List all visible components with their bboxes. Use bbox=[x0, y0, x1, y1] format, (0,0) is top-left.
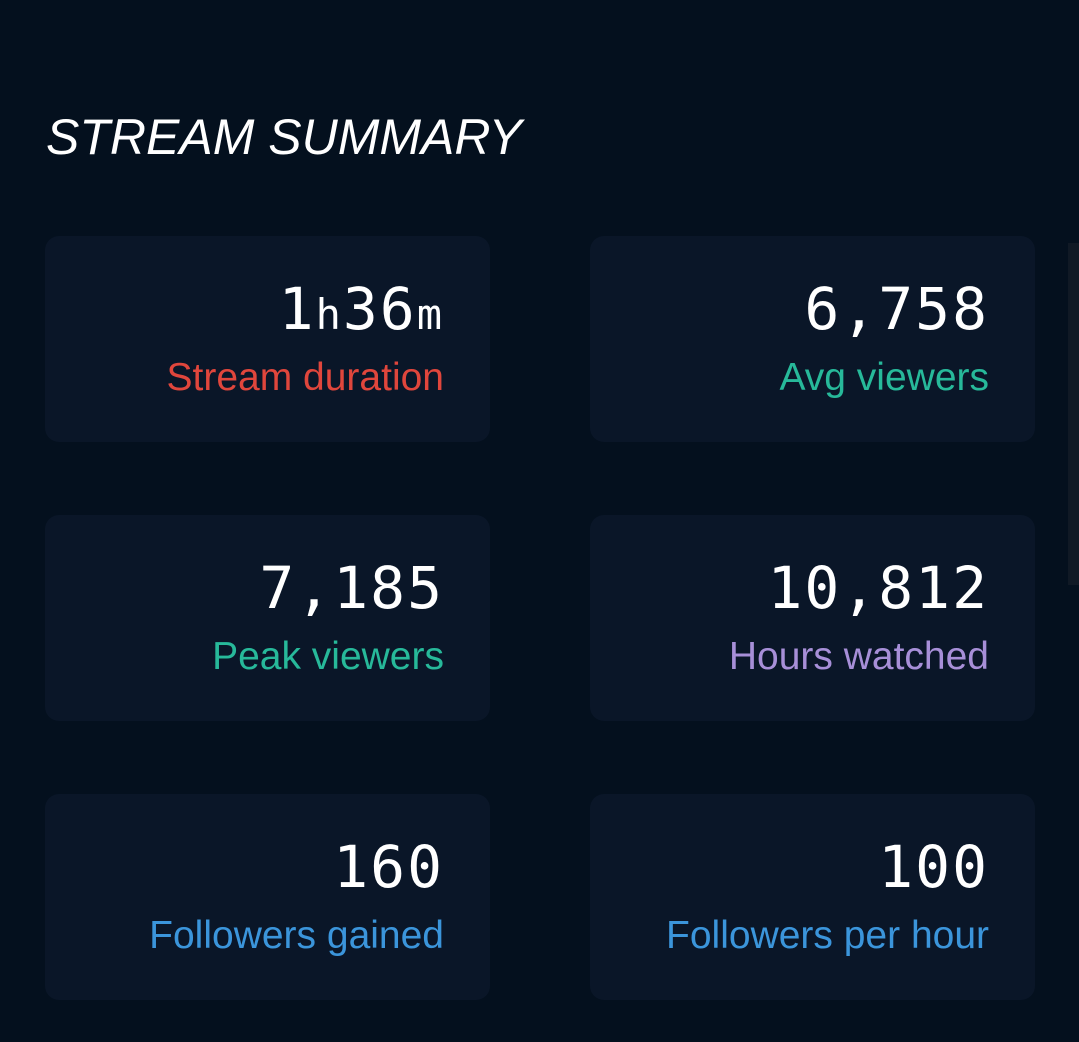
stat-value: 100 bbox=[878, 833, 989, 901]
stat-value: 160 bbox=[333, 833, 444, 901]
stat-label: Peak viewers bbox=[212, 635, 444, 678]
stat-value: 10,812 bbox=[767, 554, 989, 622]
page-title: STREAM SUMMARY bbox=[46, 109, 522, 165]
stat-value: 7,185 bbox=[259, 554, 444, 622]
stat-value: 1h36m bbox=[279, 274, 444, 350]
minutes-unit: m bbox=[416, 290, 444, 339]
stat-value: 6,758 bbox=[804, 275, 989, 343]
stat-card-peak-viewers: 7,185 Peak viewers bbox=[45, 515, 490, 721]
stat-label: Followers per hour bbox=[666, 914, 989, 957]
hours-value: 1 bbox=[278, 275, 316, 343]
stat-label: Avg viewers bbox=[779, 356, 989, 399]
stat-card-hours-watched: 10,812 Hours watched bbox=[590, 515, 1035, 721]
stat-card-followers-per-hour: 100 Followers per hour bbox=[590, 794, 1035, 1000]
scrollbar[interactable] bbox=[1068, 243, 1079, 585]
stat-card-avg-viewers: 6,758 Avg viewers bbox=[590, 236, 1035, 442]
hours-unit: h bbox=[315, 290, 343, 339]
stat-label: Hours watched bbox=[728, 635, 989, 678]
stat-label: Followers gained bbox=[149, 914, 444, 957]
stat-card-stream-duration: 1h36m Stream duration bbox=[45, 236, 490, 442]
minutes-value: 36 bbox=[342, 275, 417, 343]
stat-label: Stream duration bbox=[166, 356, 444, 399]
stat-card-followers-gained: 160 Followers gained bbox=[45, 794, 490, 1000]
